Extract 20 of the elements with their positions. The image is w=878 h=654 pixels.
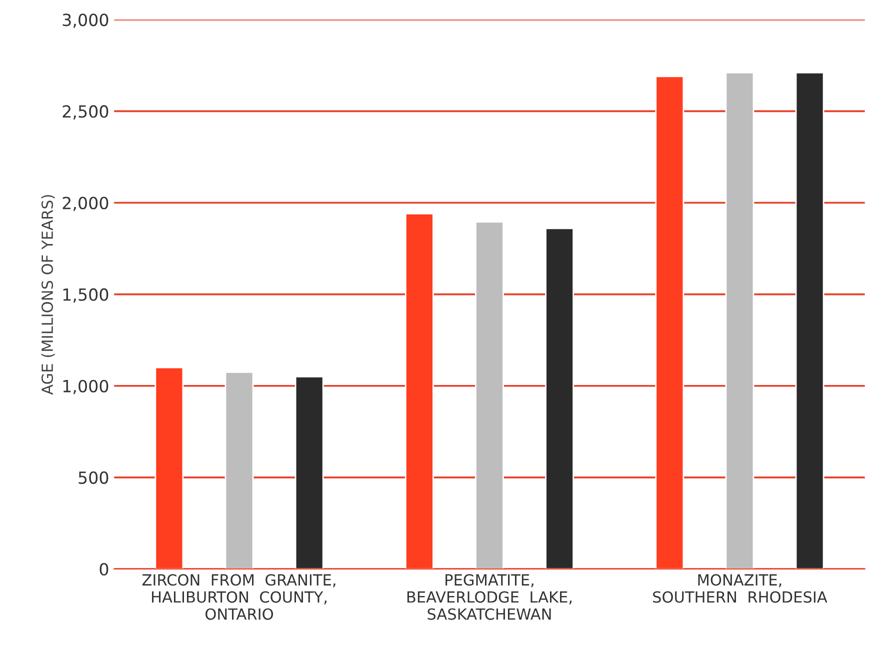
- y-axis-title: AGE (MILLIONS OF YEARS): [41, 195, 55, 395]
- y-tick-label: 2,000: [62, 196, 108, 212]
- bar: [154, 366, 184, 569]
- y-tick-label: 0: [100, 562, 108, 576]
- x-tick-label: PEGMATITE, BEAVERLODGE LAKE, SASKATCHEWAN: [407, 574, 572, 620]
- bar: [404, 213, 434, 569]
- bar: [294, 376, 324, 569]
- bar: [475, 221, 504, 569]
- y-tick-label: 2,500: [62, 105, 108, 120]
- bar: [795, 72, 824, 569]
- y-tick-label: 1,000: [63, 380, 108, 394]
- bar: [545, 228, 574, 569]
- x-tick-label: MONAZITE, SOUTHERN RHODESIA: [653, 574, 828, 603]
- x-tick-label: ZIRCON FROM GRANITE, HALIBURTON COUNTY, ONTARIO: [142, 574, 336, 620]
- bar: [655, 76, 684, 569]
- y-tick-label: 1,500: [63, 288, 108, 303]
- bar: [224, 371, 254, 569]
- bar: [725, 72, 754, 569]
- y-tick-label: 3,000: [62, 14, 108, 28]
- y-tick-label: 500: [78, 471, 108, 484]
